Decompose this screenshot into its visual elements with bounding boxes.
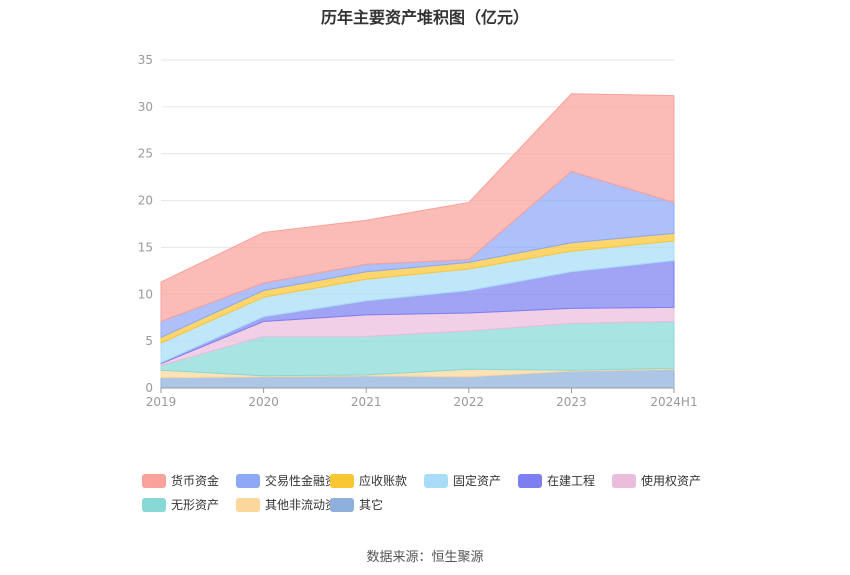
- legend-label: 固定资产: [453, 474, 502, 488]
- y-tick-label: 5: [145, 334, 153, 348]
- legend-label: 应收账款: [359, 474, 408, 488]
- legend-item[interactable]: 无形资产: [142, 496, 219, 512]
- legend-item[interactable]: 使用权资产: [612, 472, 701, 488]
- legend-swatch: [236, 497, 260, 512]
- x-tick-label: 2020: [248, 395, 279, 409]
- legend-label: 在建工程: [547, 474, 596, 488]
- chart-title: 历年主要资产堆积图（亿元）: [320, 8, 529, 27]
- legend-swatch: [142, 473, 166, 488]
- y-tick-label: 15: [138, 240, 153, 254]
- y-tick-label: 0: [145, 381, 153, 395]
- x-tick-label: 2024H1: [650, 395, 697, 409]
- legend-label: 其它: [359, 498, 384, 512]
- legend-swatch: [612, 473, 636, 488]
- legend-swatch: [330, 497, 354, 512]
- y-tick-label: 10: [138, 287, 153, 301]
- y-tick-label: 30: [138, 100, 153, 114]
- legend-label: 使用权资产: [641, 474, 702, 488]
- y-tick-label: 25: [138, 147, 153, 161]
- x-tick-label: 2023: [556, 395, 587, 409]
- legend-label: 无形资产: [171, 498, 220, 512]
- area-series: 其它其他非流动资产无形资产使用权资产在建工程固定资产应收账款交易性金融资产货币资…: [160, 93, 675, 389]
- legend-item[interactable]: 其它: [330, 496, 383, 512]
- legend-label: 交易性金融资产: [265, 474, 350, 488]
- legend-item[interactable]: 在建工程: [518, 472, 595, 488]
- data-source: 数据来源：恒生聚源: [366, 550, 484, 565]
- area-8: 货币资金: [160, 93, 675, 323]
- legend-item[interactable]: 货币资金: [142, 472, 219, 488]
- legend-label: 货币资金: [171, 474, 220, 488]
- legend-swatch: [142, 497, 166, 512]
- legend-swatch: [236, 473, 260, 488]
- legend-swatch: [330, 473, 354, 488]
- legend-item[interactable]: 应收账款: [330, 472, 407, 488]
- legend-item[interactable]: 交易性金融资产: [236, 472, 349, 488]
- y-tick-label: 20: [138, 194, 153, 208]
- axes: 0 5 10 15 20 25 30 35 2019 2020 2021 2022 2023 2024H1: [138, 53, 698, 409]
- legend-item[interactable]: 固定资产: [424, 472, 501, 488]
- legend-item[interactable]: 其他非流动资产: [236, 496, 349, 512]
- x-tick-label: 2021: [351, 395, 382, 409]
- stacked-area-chart: 其它其他非流动资产无形资产使用权资产在建工程固定资产应收账款交易性金融资产货币资…: [138, 53, 698, 409]
- legend-swatch: [424, 473, 448, 488]
- x-tick-label: 2019: [146, 395, 177, 409]
- x-tick-label: 2022: [454, 395, 485, 409]
- y-tick-label: 35: [138, 53, 153, 67]
- legend-swatch: [518, 473, 542, 488]
- legend-label: 其他非流动资产: [265, 498, 350, 512]
